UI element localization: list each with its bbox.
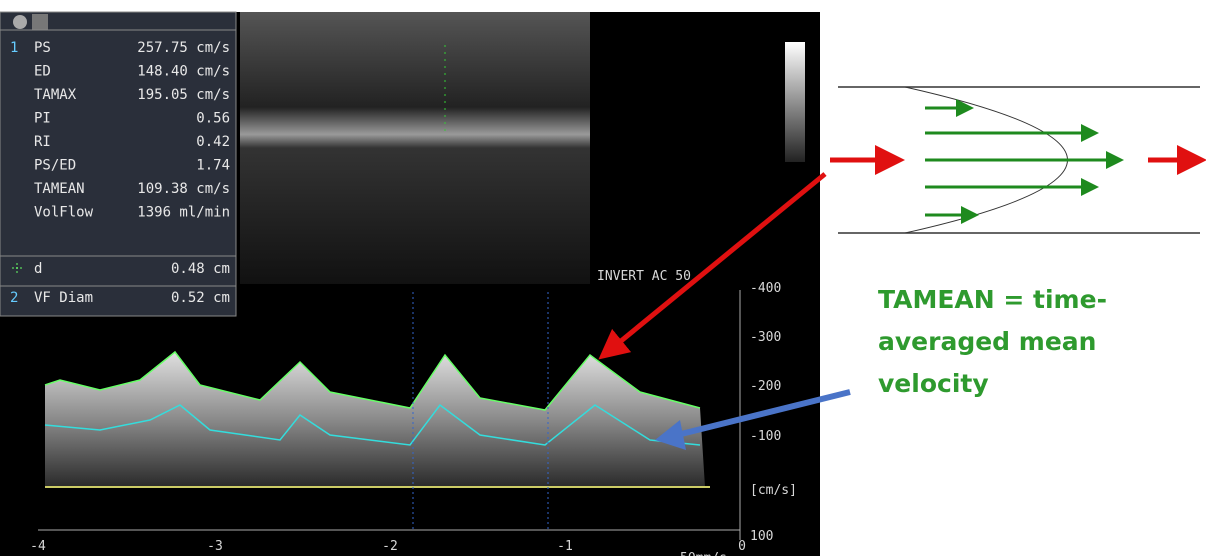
doppler-spectrum [45,352,705,487]
velocity-tick-label: -100 [750,429,781,444]
row-value: 0.56 [196,111,230,127]
row-label: RI [34,134,51,150]
row-label: d [34,261,42,277]
row-label: PS [34,40,51,56]
row-value: 0.52 cm [171,290,230,306]
pointer-arrow [664,389,851,441]
row-value: 109.38 cm/s [137,181,230,197]
row-label: VF Diam [34,290,93,306]
row-index: 2 [10,290,18,306]
row-label: VolFlow [34,205,94,221]
row-value: 257.75 cm/s [137,40,230,56]
row-value: 1.74 [196,158,230,174]
time-tick-label: -3 [207,539,223,554]
time-tick-label: 0 [738,539,746,554]
row-value: 1396 ml/min [137,205,230,221]
measurement-panel [0,11,237,317]
row-label: PI [34,111,51,127]
annotation-line: TAMEAN = time- [878,285,1107,314]
grayscale-bar [785,42,805,162]
row-label: TAMAX [34,87,77,103]
flow-arrows [925,99,1124,224]
row-value: 195.05 cm/s [137,87,230,103]
velocity-tick-label: [cm/s] [750,483,797,498]
row-value: 0.42 [196,134,230,150]
velocity-tick-label: 100 [750,529,773,544]
peak-envelope [44,350,701,411]
distance-icon [12,263,22,273]
time-tick-label: -4 [30,539,46,554]
row-label: TAMEAN [34,181,85,197]
mean-envelope [44,403,701,446]
flow-direction-arrows [598,145,1206,360]
velocity-tick-label: -200 [750,379,781,394]
annotation-line: averaged mean [878,327,1096,356]
b-mode-image [240,12,590,284]
annotation-line: velocity [878,369,989,398]
panel-icon [13,15,27,29]
time-tick-label: -1 [557,539,573,554]
row-value: 0.48 cm [171,261,230,277]
row-label: PS/ED [34,158,76,174]
row-value: 148.40 cm/s [137,64,230,80]
velocity-tick-label: -400 [750,281,781,296]
time-tick-label: -2 [382,539,398,554]
pointer-arrow-head [655,420,686,450]
row-label: ED [34,64,51,80]
sweep-speed: 50mm/s [680,551,727,556]
velocity-tick-label: -300 [750,330,781,345]
row-index: 1 [10,40,18,56]
status-text: INVERT AC 50 [597,269,691,284]
panel-icon [32,14,48,30]
